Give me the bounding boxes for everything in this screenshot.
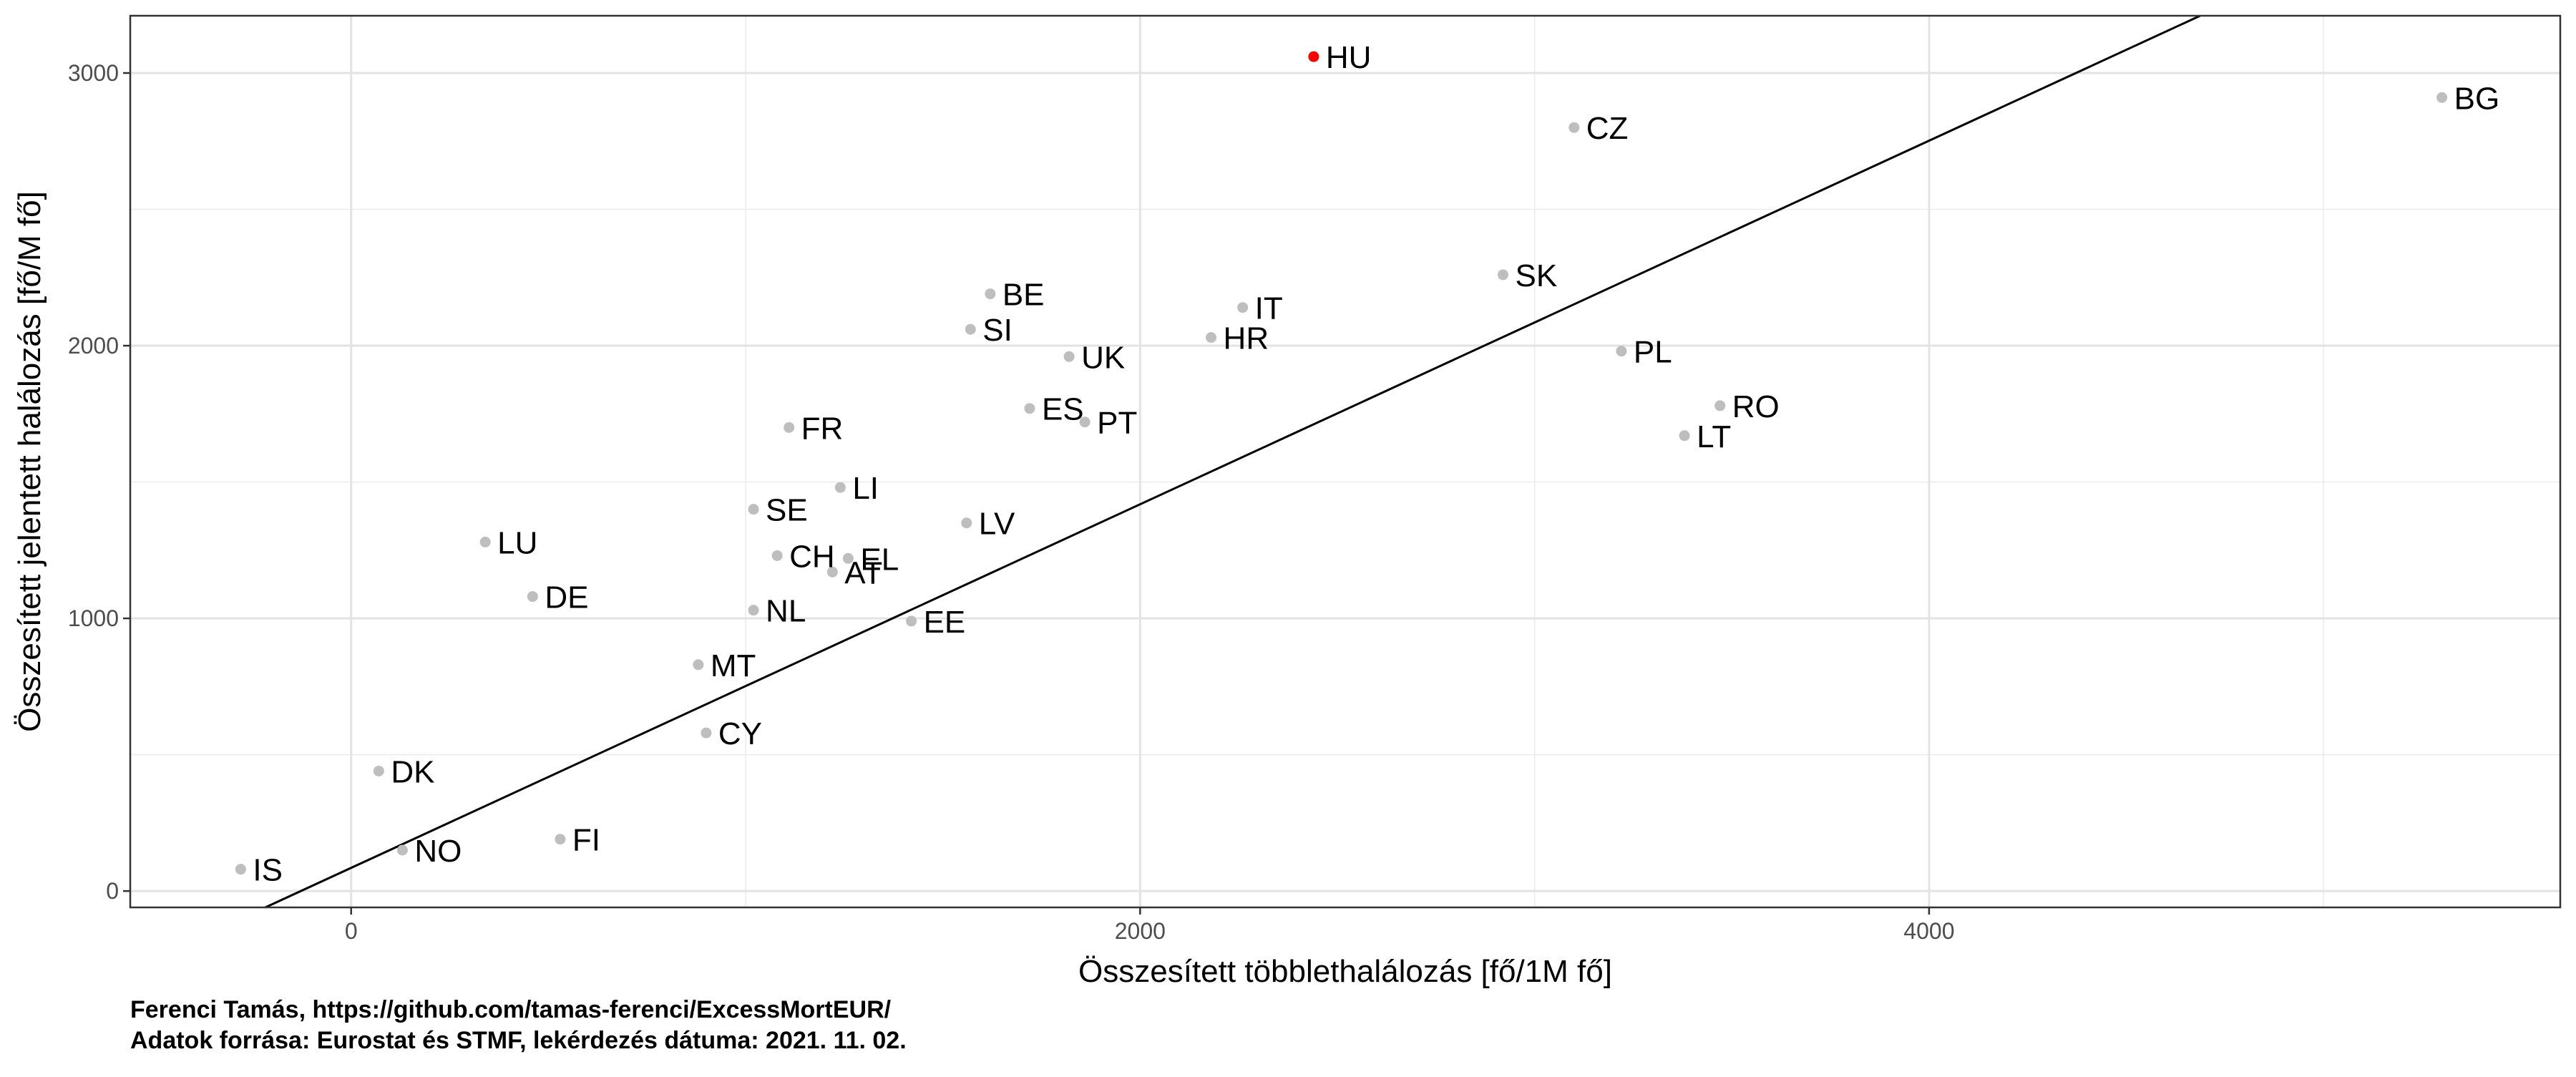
caption-source: Adatok forrása: Eurostat és STMF, lekérd… (130, 1027, 907, 1054)
point-label-fi: FI (572, 823, 600, 858)
point-label-fr: FR (801, 411, 844, 446)
point-dk (373, 765, 384, 776)
point-it (1237, 302, 1249, 313)
caption-author: Ferenci Tamás, https://github.com/tamas-… (130, 996, 892, 1023)
point-label-es: ES (1042, 392, 1084, 427)
point-be (985, 288, 996, 300)
point-label-ro: RO (1732, 389, 1780, 424)
point-label-ee: EE (924, 605, 966, 640)
point-es (1024, 403, 1035, 414)
y-axis-title: Összesített jelentett halálozás [fő/M fő… (12, 191, 47, 732)
point-label-el: EL (860, 542, 899, 577)
point-sk (1498, 269, 1509, 281)
point-label-dk: DK (391, 754, 434, 789)
point-lu (479, 536, 491, 547)
point-label-sk: SK (1516, 258, 1558, 293)
point-label-be: BE (1002, 278, 1045, 313)
grid (130, 16, 2560, 907)
point-label-at: AT (844, 555, 882, 590)
point-label-mt: MT (711, 648, 756, 683)
axes: 0 2000 4000 0 1000 2000 3000 (68, 60, 1955, 944)
y-tick-label: 2000 (68, 333, 119, 359)
point-label-lt: LT (1697, 419, 1731, 454)
point-hu (1308, 51, 1319, 62)
point-mt (693, 659, 704, 671)
point-cz (1568, 122, 1580, 133)
x-tick-label: 4000 (1903, 918, 1954, 944)
point-label-nl: NL (766, 594, 806, 629)
x-axis-title: Összesített többlethalálozás [fő/1M fő] (1078, 954, 1612, 989)
point-label-hr: HR (1224, 321, 1269, 356)
point-label-uk: UK (1081, 340, 1125, 375)
point-label-ch: CH (789, 539, 835, 574)
point-de (527, 591, 538, 603)
point-ro (1714, 400, 1726, 411)
point-label-lu: LU (497, 525, 537, 560)
point-label-bg: BG (2454, 81, 2500, 116)
point-lv (961, 517, 972, 529)
plot-panel (130, 16, 2560, 907)
point-label-no: NO (414, 834, 462, 869)
point-label-cy: CY (718, 716, 762, 751)
point-no (396, 844, 408, 856)
point-fi (555, 834, 566, 845)
point-label-de: DE (545, 580, 588, 615)
fit-line (265, 14, 2201, 909)
point-label-si: SI (982, 313, 1013, 348)
point-si (965, 323, 976, 335)
point-label-lv: LV (979, 507, 1015, 542)
point-label-hu: HU (1326, 40, 1372, 75)
point-el (842, 552, 854, 564)
y-tick-label: 1000 (68, 605, 119, 631)
point-fr (784, 421, 795, 433)
point-se (748, 504, 759, 515)
point-label-it: IT (1255, 291, 1283, 326)
point-label-li: LI (852, 471, 879, 506)
point-is (235, 864, 246, 875)
point-pl (1616, 346, 1627, 357)
point-nl (748, 605, 759, 616)
point-cy (701, 727, 712, 739)
y-tick-label: 3000 (68, 60, 119, 86)
point-bg (2436, 92, 2448, 103)
point-lt (1679, 430, 1690, 442)
point-pt (1079, 416, 1091, 428)
point-label-pt: PT (1097, 406, 1137, 441)
point-ch (771, 550, 783, 561)
x-tick-label: 2000 (1115, 918, 1166, 944)
points-layer (235, 51, 2448, 875)
point-hr (1206, 332, 1217, 343)
x-tick-label: 0 (345, 918, 358, 944)
plot-border (129, 14, 2562, 909)
point-at (826, 566, 838, 578)
y-tick-label: 0 (106, 878, 119, 904)
point-ee (906, 615, 917, 627)
point-label-is: IS (253, 853, 283, 888)
fit-line-layer (265, 14, 2201, 909)
point-uk (1063, 351, 1075, 362)
point-label-pl: PL (1634, 335, 1672, 370)
point-li (834, 482, 846, 493)
point-label-se: SE (766, 493, 808, 528)
point-label-cz: CZ (1586, 111, 1629, 146)
